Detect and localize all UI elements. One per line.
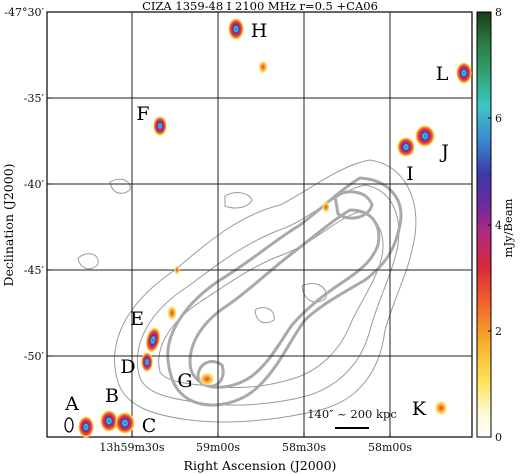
y-tick-label: -47°30′ bbox=[4, 6, 44, 19]
source-l-blob bbox=[456, 62, 472, 84]
colorbar-tick-label: 6 bbox=[495, 112, 502, 125]
source-g-blob bbox=[199, 372, 215, 386]
colorbar: 0 2 4 6 8 mJy/Beam bbox=[476, 6, 515, 444]
colorbar-tick-label: 2 bbox=[495, 325, 502, 338]
chart-title: CIZA 1359-48 I 2100 MHz r=0.5 +CA06 bbox=[142, 0, 378, 13]
colorbar-tick-label: 4 bbox=[495, 219, 502, 232]
x-tick-label: 58m30s bbox=[282, 441, 326, 454]
source-label-i: I bbox=[406, 163, 414, 185]
source-label-f: F bbox=[136, 103, 149, 125]
source-c-blob bbox=[115, 412, 135, 434]
y-tick-label: -50′ bbox=[24, 350, 45, 363]
source-label-l: L bbox=[436, 63, 449, 85]
source-label-e: E bbox=[130, 308, 144, 330]
colorbar-tick-label: 0 bbox=[495, 431, 502, 444]
y-tick-label: -45′ bbox=[24, 264, 45, 277]
tick-marks bbox=[47, 97, 391, 437]
xray-contours-thin bbox=[77, 159, 417, 423]
source-labels: A B C D E F G H I J K L bbox=[64, 20, 449, 437]
source-d-blob bbox=[141, 352, 153, 372]
colorbar-label: mJy/Beam bbox=[501, 198, 515, 257]
scale-bar: 140″ ~ 200 kpc bbox=[307, 407, 397, 429]
x-tick-labels: 13h59m30s 59m00s 58m30s 58m00s bbox=[99, 441, 412, 454]
source-h-blob bbox=[228, 18, 244, 40]
source-label-j: J bbox=[439, 141, 449, 163]
source-e-blob bbox=[145, 327, 161, 353]
source-label-h: H bbox=[251, 20, 268, 42]
source-label-d: D bbox=[120, 356, 135, 378]
source-label-g: G bbox=[177, 370, 192, 392]
source-label-k: K bbox=[412, 398, 427, 420]
source-label-a: A bbox=[64, 393, 79, 415]
source-b-blob bbox=[100, 410, 118, 432]
xray-contours-thick bbox=[166, 176, 403, 407]
y-tick-label: -35′ bbox=[24, 92, 45, 105]
source-label-b: B bbox=[105, 385, 119, 407]
beam-ellipse bbox=[64, 417, 74, 433]
source-i-blob bbox=[397, 137, 415, 157]
radio-sources bbox=[78, 18, 472, 438]
source-a-blob bbox=[78, 416, 94, 438]
y-tick-label: -40′ bbox=[24, 178, 45, 191]
colorbar-tick-label: 8 bbox=[495, 6, 502, 19]
plot-area bbox=[46, 11, 473, 438]
coordinate-grid bbox=[47, 12, 472, 437]
scale-bar-label: 140″ ~ 200 kpc bbox=[307, 407, 397, 421]
source-j-blob bbox=[415, 125, 435, 147]
source-label-c: C bbox=[142, 415, 157, 437]
y-axis-title: Declination (J2000) bbox=[1, 163, 16, 286]
x-tick-label: 13h59m30s bbox=[99, 441, 165, 454]
source-k-blob bbox=[434, 400, 448, 416]
y-tick-labels: -47°30′ -35′ -40′ -45′ -50′ bbox=[4, 6, 44, 363]
x-axis-title: Right Ascension (J2000) bbox=[184, 458, 337, 473]
x-tick-label: 58m00s bbox=[368, 441, 412, 454]
x-tick-label: 59m00s bbox=[196, 441, 240, 454]
faint-emission bbox=[167, 60, 330, 321]
source-f-blob bbox=[153, 116, 167, 136]
